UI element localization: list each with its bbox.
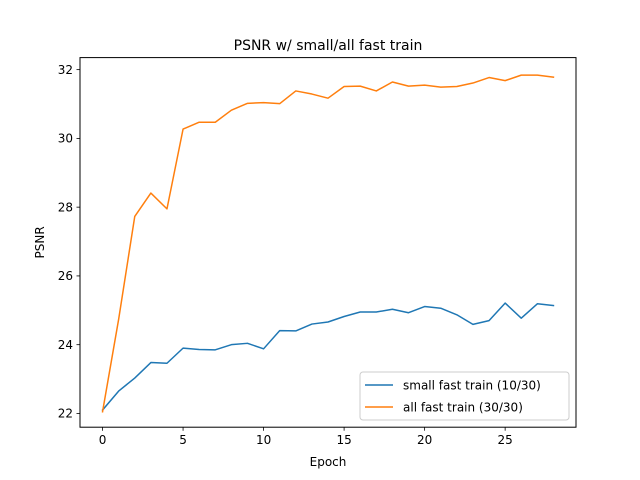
plot-frame [79,57,577,428]
legend-label-0: small fast train (10/30) [403,378,541,392]
chart-title: PSNR w/ small/all fast train [234,38,423,54]
y-tick-label: 22 [58,407,73,421]
series-lines [101,74,555,413]
series-line-0 [101,302,555,412]
axis-ticks: 0 5 10 15 20 25 22 24 26 28 30 32 [58,63,513,447]
x-tick-label: 10 [256,433,271,447]
legend-box [359,371,570,421]
legend-label-1: all fast train (30/30) [403,400,523,414]
x-tick-label: 0 [99,433,107,447]
y-tick-label: 32 [58,63,73,77]
x-tick-label: 20 [417,433,432,447]
y-axis-label: PSNR [33,226,47,258]
x-tick-label: 5 [179,433,187,447]
x-tick-label: 25 [498,433,513,447]
legend: small fast train (10/30) all fast train (… [359,371,570,421]
x-axis-label: Epoch [310,455,347,469]
series-line-1 [101,74,555,413]
x-tick-label: 15 [336,433,351,447]
plot-area [80,57,576,428]
y-tick-label: 26 [58,269,73,283]
y-tick-label: 24 [58,338,73,352]
y-tick-label: 28 [58,200,73,214]
y-tick-label: 30 [58,132,73,146]
